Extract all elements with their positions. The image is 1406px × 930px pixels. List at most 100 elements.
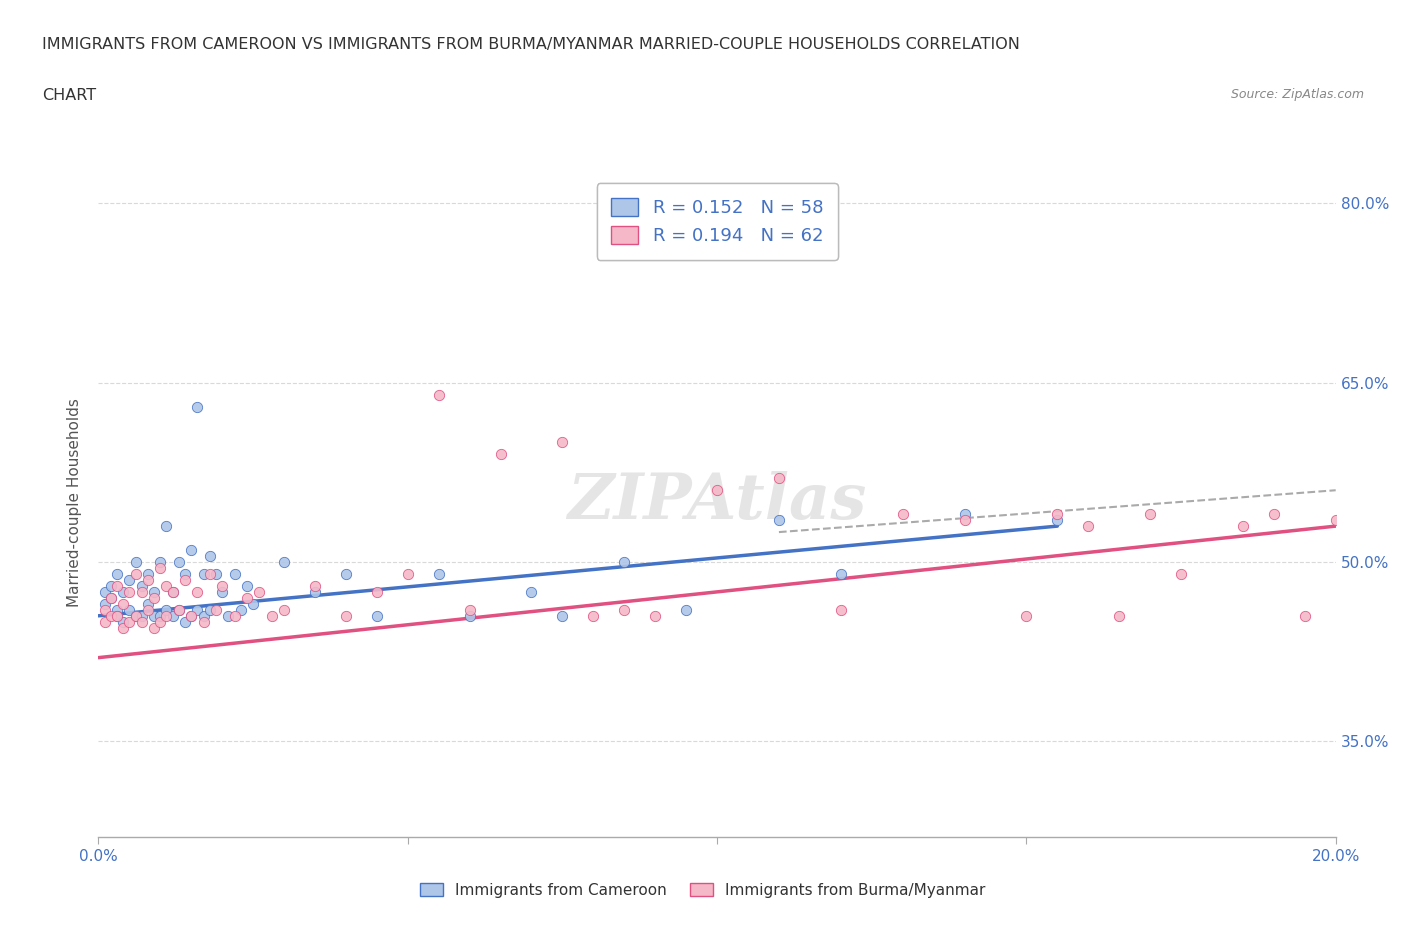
Point <box>118 584 141 599</box>
Point <box>193 615 215 630</box>
Point <box>198 566 221 581</box>
Point <box>136 596 159 611</box>
Point <box>1263 507 1285 522</box>
Point <box>149 554 172 569</box>
Point <box>124 608 146 623</box>
Point <box>458 608 481 623</box>
Point <box>335 608 357 623</box>
Point <box>211 578 233 593</box>
Point <box>131 615 153 630</box>
Text: IMMIGRANTS FROM CAMEROON VS IMMIGRANTS FROM BURMA/MYANMAR MARRIED-COUPLE HOUSEHO: IMMIGRANTS FROM CAMEROON VS IMMIGRANTS F… <box>42 37 1021 52</box>
Point <box>155 603 177 618</box>
Point <box>118 615 141 630</box>
Point <box>131 578 153 593</box>
Point <box>236 578 259 593</box>
Point <box>1108 608 1130 623</box>
Point <box>136 603 159 618</box>
Point <box>186 584 208 599</box>
Point <box>112 584 135 599</box>
Point <box>427 387 450 402</box>
Point <box>236 591 259 605</box>
Point <box>1294 608 1316 623</box>
Point <box>1139 507 1161 522</box>
Point <box>162 584 184 599</box>
Point <box>186 603 208 618</box>
Point <box>224 566 246 581</box>
Point <box>143 584 166 599</box>
Point <box>100 591 122 605</box>
Point <box>143 620 166 635</box>
Point <box>100 578 122 593</box>
Point <box>112 620 135 635</box>
Point <box>217 608 239 623</box>
Point <box>93 584 115 599</box>
Point <box>366 608 388 623</box>
Point <box>1046 512 1069 527</box>
Point <box>105 578 128 593</box>
Point <box>155 608 177 623</box>
Point <box>186 399 208 414</box>
Point <box>162 608 184 623</box>
Point <box>167 603 190 618</box>
Point <box>167 603 190 618</box>
Point <box>193 566 215 581</box>
Point <box>1232 519 1254 534</box>
Text: Source: ZipAtlas.com: Source: ZipAtlas.com <box>1230 88 1364 101</box>
Point <box>131 608 153 623</box>
Point <box>224 608 246 623</box>
Point <box>489 447 512 462</box>
Point <box>366 584 388 599</box>
Point <box>830 603 852 618</box>
Point <box>613 554 636 569</box>
Point <box>143 591 166 605</box>
Point <box>551 608 574 623</box>
Point <box>211 584 233 599</box>
Point <box>953 512 976 527</box>
Point <box>149 561 172 576</box>
Point <box>273 603 295 618</box>
Point <box>124 554 146 569</box>
Point <box>124 566 146 581</box>
Point <box>768 512 790 527</box>
Point <box>242 596 264 611</box>
Point <box>891 507 914 522</box>
Point <box>205 603 228 618</box>
Point <box>155 519 177 534</box>
Point <box>105 608 128 623</box>
Point <box>118 603 141 618</box>
Point <box>953 507 976 522</box>
Point <box>100 591 122 605</box>
Point <box>93 615 115 630</box>
Point <box>1015 608 1038 623</box>
Point <box>93 603 115 618</box>
Point <box>675 603 697 618</box>
Point <box>768 471 790 485</box>
Point <box>304 584 326 599</box>
Point <box>304 578 326 593</box>
Point <box>520 584 543 599</box>
Point <box>174 573 197 588</box>
Point <box>205 566 228 581</box>
Point <box>1046 507 1069 522</box>
Point <box>167 554 190 569</box>
Point <box>198 603 221 618</box>
Point <box>149 608 172 623</box>
Point <box>174 615 197 630</box>
Text: CHART: CHART <box>42 88 96 103</box>
Legend: Immigrants from Cameroon, Immigrants from Burma/Myanmar: Immigrants from Cameroon, Immigrants fro… <box>415 876 991 904</box>
Legend: R = 0.152   N = 58, R = 0.194   N = 62: R = 0.152 N = 58, R = 0.194 N = 62 <box>596 183 838 259</box>
Point <box>247 584 270 599</box>
Point <box>582 608 605 623</box>
Point <box>112 596 135 611</box>
Point <box>830 566 852 581</box>
Point <box>100 608 122 623</box>
Point <box>706 483 728 498</box>
Point <box>1170 566 1192 581</box>
Text: ZIPAtlas: ZIPAtlas <box>568 472 866 533</box>
Point <box>118 573 141 588</box>
Point <box>174 566 197 581</box>
Y-axis label: Married-couple Households: Married-couple Households <box>67 398 83 606</box>
Point <box>136 573 159 588</box>
Point <box>131 584 153 599</box>
Point <box>143 608 166 623</box>
